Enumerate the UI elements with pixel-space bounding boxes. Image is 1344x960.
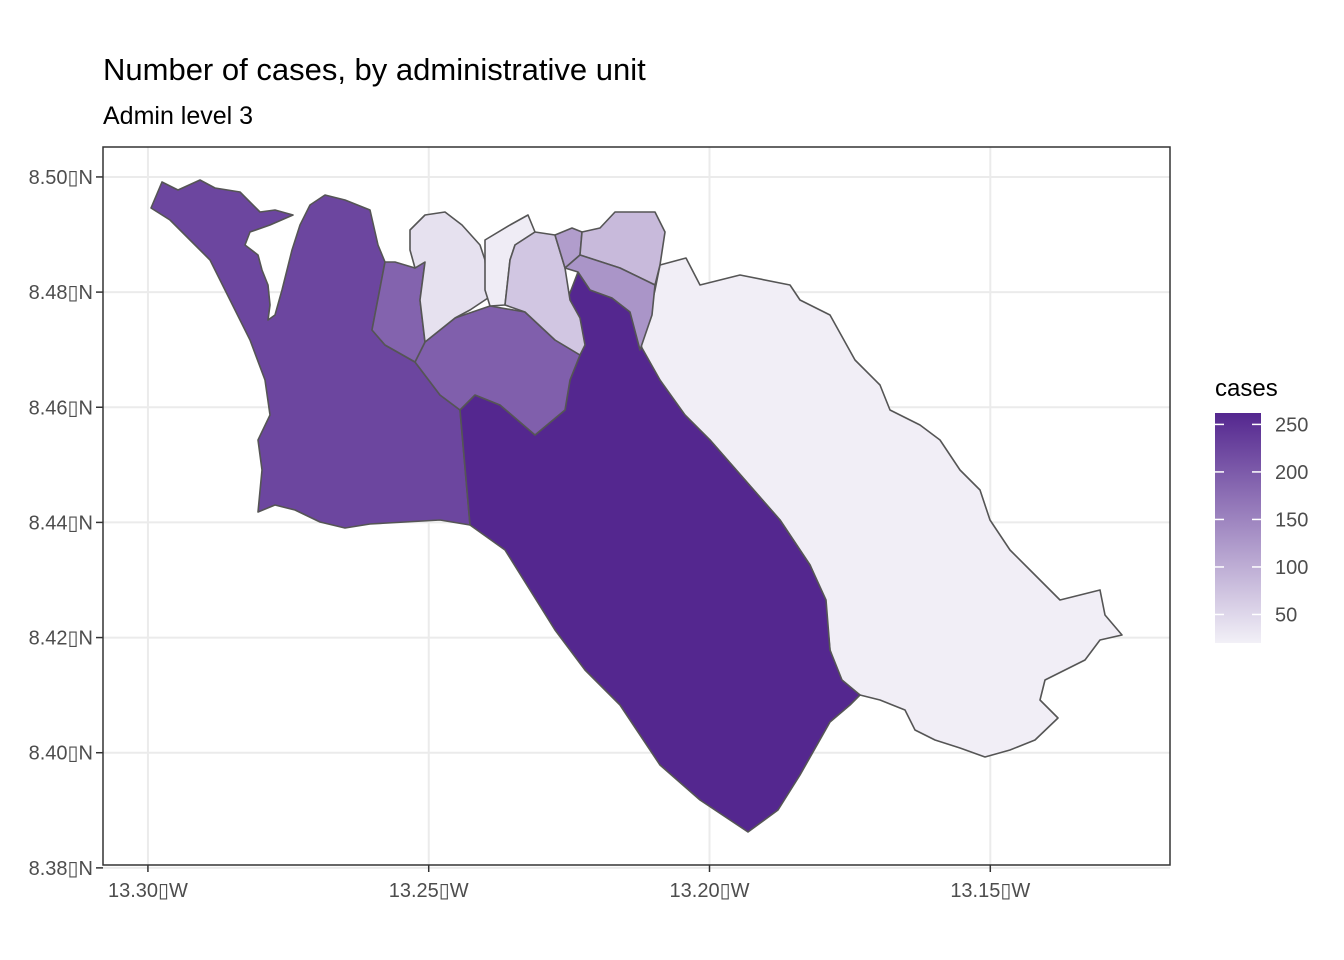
y-tick-label: 8.46▯N xyxy=(29,397,93,419)
legend-ticks: 50 100 150 200 250 xyxy=(1215,414,1308,626)
legend-colorbar xyxy=(1215,413,1261,643)
y-tick-label: 8.44▯N xyxy=(29,512,93,534)
x-tick-label: 13.20▯W xyxy=(670,880,750,902)
legend-label: 200 xyxy=(1275,462,1308,484)
region-north-1 xyxy=(409,211,489,343)
legend-label: 50 xyxy=(1275,604,1297,626)
plot-border xyxy=(102,146,1171,866)
x-tick-label: 13.15▯W xyxy=(950,880,1030,902)
region-central xyxy=(414,305,581,436)
y-tick-label: 8.40▯N xyxy=(29,743,93,765)
region-west xyxy=(150,179,471,529)
axis-labels: 13.30▯W 13.25▯W 13.20▯W 13.15▯W 8.50▯N 8.48▯N… xyxy=(29,167,1031,902)
x-tick-label: 13.30▯W xyxy=(108,880,188,902)
admin-regions xyxy=(150,179,1123,833)
y-tick-label: 8.38▯N xyxy=(29,858,93,880)
region-north-3 xyxy=(504,231,586,356)
chart-title: Number of cases, by administrative unit xyxy=(103,52,646,87)
x-tick-label: 13.25▯W xyxy=(389,880,469,902)
legend-label: 250 xyxy=(1275,414,1308,436)
chart-subtitle: Admin level 3 xyxy=(103,102,254,130)
legend-label: 150 xyxy=(1275,509,1308,531)
y-tick-label: 8.42▯N xyxy=(29,628,93,650)
legend-label: 100 xyxy=(1275,557,1308,579)
axis-ticks xyxy=(96,176,992,872)
y-tick-label: 8.50▯N xyxy=(29,167,93,189)
legend-title: cases xyxy=(1215,375,1278,402)
region-north-6 xyxy=(564,254,656,351)
y-tick-label: 8.48▯N xyxy=(29,282,93,304)
